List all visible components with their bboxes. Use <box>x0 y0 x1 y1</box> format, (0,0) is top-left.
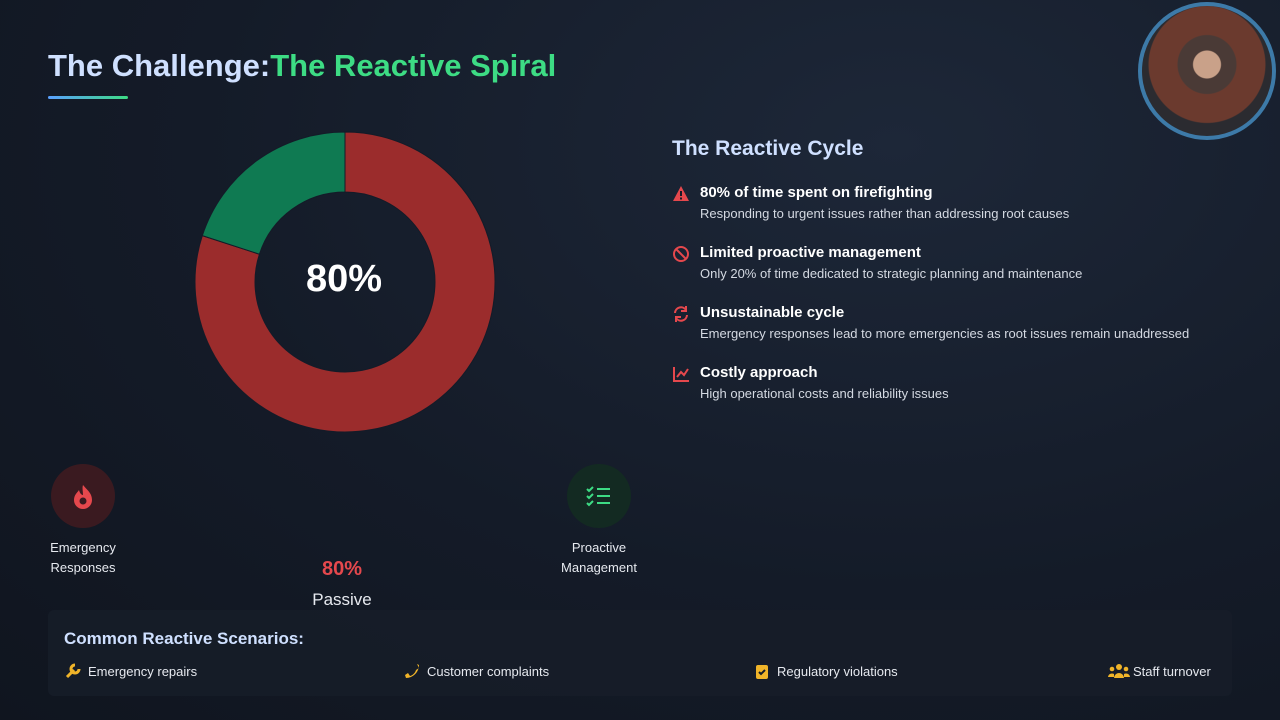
cycle-item-desc: Responding to urgent issues rather than … <box>700 206 1070 221</box>
cycle-item-title: Limited proactive management <box>700 244 921 261</box>
category-label: Emergency Responses <box>50 540 116 575</box>
phone-icon <box>405 664 419 678</box>
scenarios-panel <box>48 610 1232 696</box>
cycle-item-desc: Emergency responses lead to more emergen… <box>700 326 1190 341</box>
cycle-item-title: 80% of time spent on firefighting <box>700 184 933 201</box>
users-icon <box>1108 664 1130 678</box>
donut-segment <box>201 131 346 255</box>
slide-title: The Challenge:The Reactive Spiral <box>48 48 556 84</box>
category-label: Proactive Management <box>561 540 637 575</box>
cycle-title: The Reactive Cycle <box>672 137 864 160</box>
scenario-text: Staff turnover <box>1133 664 1211 679</box>
cycle-item-desc: Only 20% of time dedicated to strategic … <box>700 266 1083 281</box>
cycle-item-title: Unsustainable cycle <box>700 304 845 321</box>
donut-chart <box>194 131 496 433</box>
webcam-video <box>1138 2 1276 140</box>
ban-icon <box>673 246 689 262</box>
wrench-icon <box>65 663 81 679</box>
donut-segment <box>194 131 496 433</box>
tasks-icon <box>567 464 631 528</box>
title-highlight: The Reactive Spiral <box>270 48 557 83</box>
scenario-text: Regulatory violations <box>777 664 898 679</box>
warning-icon <box>673 186 689 201</box>
stat-value: 80% <box>321 558 363 580</box>
cycle-icon <box>674 306 688 322</box>
scenario-text: Customer complaints <box>427 664 550 679</box>
scenarios-title: Common Reactive Scenarios: <box>64 629 304 648</box>
title-prefix: The Challenge: <box>48 48 271 83</box>
fire-icon <box>51 464 115 528</box>
clipboard-icon <box>756 665 768 679</box>
cycle-item-desc: High operational costs and reliability i… <box>700 386 949 401</box>
title-underline <box>48 96 128 99</box>
donut-center-label: 80% <box>305 258 383 300</box>
scenario-text: Emergency repairs <box>88 664 198 679</box>
cycle-item-title: Costly approach <box>700 364 818 381</box>
chart-icon <box>673 367 689 382</box>
stat-label: Passive <box>312 590 372 609</box>
